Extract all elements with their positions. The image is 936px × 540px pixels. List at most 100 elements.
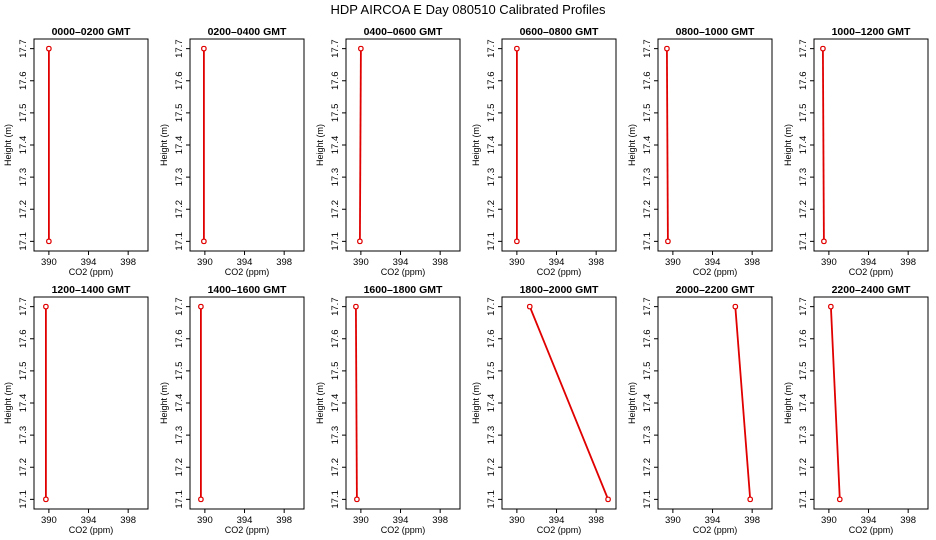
profile-point bbox=[46, 45, 52, 52]
profile-line bbox=[528, 306, 609, 500]
plot-frame bbox=[189, 38, 305, 252]
y-tick-label: 17.1 bbox=[486, 232, 497, 251]
plot-frame bbox=[33, 38, 149, 252]
y-tick-label: 17.4 bbox=[486, 136, 497, 155]
y-tick-label: 17.7 bbox=[18, 39, 29, 58]
profile-point bbox=[747, 496, 753, 503]
y-tick-label: 17.4 bbox=[18, 136, 29, 155]
x-tick-label: 398 bbox=[900, 515, 916, 526]
profile-point bbox=[357, 238, 363, 245]
y-tick-label: 17.6 bbox=[798, 72, 809, 91]
y-axis-label: Height (m) bbox=[315, 382, 325, 424]
profile-panel: 1000–1200 GMT 390 394 398 17.1 17.2 17.3 17.4 17… bbox=[783, 26, 929, 277]
x-tick-label: 394 bbox=[549, 257, 565, 268]
x-tick-label: 390 bbox=[353, 257, 369, 268]
profile-panel: 1600–1800 GMT 390 394 398 17.1 17.2 17.3 17.4 17… bbox=[315, 284, 461, 535]
y-tick-label: 17.1 bbox=[330, 232, 341, 251]
profile-point bbox=[46, 238, 52, 245]
y-tick-label: 17.7 bbox=[642, 297, 653, 316]
x-axis-label: CO2 (ppm) bbox=[537, 525, 582, 535]
y-tick-label: 17.7 bbox=[330, 297, 341, 316]
profile-point bbox=[514, 238, 520, 245]
profile-panel: 1800–2000 GMT 390 394 398 17.1 17.2 17.3 17.4 17… bbox=[471, 284, 617, 535]
profile-point bbox=[605, 496, 611, 503]
x-axis-label: CO2 (ppm) bbox=[225, 525, 270, 535]
y-axis-label: Height (m) bbox=[783, 124, 793, 166]
x-axis-label: CO2 (ppm) bbox=[381, 267, 426, 277]
plot-frame bbox=[657, 296, 773, 510]
profile-point bbox=[828, 303, 834, 310]
profile-point bbox=[732, 303, 739, 310]
y-tick-label: 17.2 bbox=[486, 458, 497, 477]
y-tick-label: 17.3 bbox=[642, 426, 653, 445]
y-tick-label: 17.6 bbox=[18, 330, 29, 349]
y-tick-label: 17.4 bbox=[174, 394, 185, 413]
y-tick-label: 17.6 bbox=[174, 72, 185, 91]
x-tick-label: 394 bbox=[237, 515, 253, 526]
profile-panel: 0800–1000 GMT 390 394 398 17.1 17.2 17.3 17.4 17… bbox=[627, 26, 773, 277]
x-tick-label: 394 bbox=[549, 515, 565, 526]
x-tick-label: 390 bbox=[821, 257, 837, 268]
y-tick-label: 17.6 bbox=[18, 72, 29, 91]
profile-point bbox=[198, 496, 204, 503]
y-tick-label: 17.1 bbox=[174, 490, 185, 509]
x-tick-label: 394 bbox=[81, 515, 97, 526]
y-tick-label: 17.7 bbox=[330, 39, 341, 58]
x-tick-label: 390 bbox=[665, 257, 681, 268]
y-tick-label: 17.6 bbox=[642, 72, 653, 91]
x-tick-label: 398 bbox=[744, 515, 760, 526]
panel-title: 1200–1400 GMT bbox=[52, 284, 131, 296]
y-tick-label: 17.3 bbox=[18, 426, 29, 445]
x-tick-label: 398 bbox=[276, 515, 292, 526]
y-tick-label: 17.5 bbox=[18, 104, 29, 123]
x-axis-label: CO2 (ppm) bbox=[693, 525, 738, 535]
y-tick-label: 17.3 bbox=[330, 168, 341, 187]
y-tick-label: 17.5 bbox=[486, 104, 497, 123]
y-tick-label: 17.3 bbox=[174, 168, 185, 187]
profile-line bbox=[359, 48, 362, 242]
x-tick-label: 394 bbox=[861, 257, 877, 268]
y-tick-label: 17.6 bbox=[330, 330, 341, 349]
x-tick-label: 394 bbox=[393, 515, 409, 526]
y-tick-label: 17.5 bbox=[642, 362, 653, 381]
y-axis-label: Height (m) bbox=[471, 382, 481, 424]
y-tick-label: 17.3 bbox=[642, 168, 653, 187]
x-tick-label: 390 bbox=[665, 515, 681, 526]
x-axis-label: CO2 (ppm) bbox=[225, 267, 270, 277]
profile-panel: 0600–0800 GMT 390 394 398 17.1 17.2 17.3 17.4 17… bbox=[471, 26, 617, 277]
y-tick-label: 17.1 bbox=[174, 232, 185, 251]
y-tick-label: 17.6 bbox=[642, 330, 653, 349]
x-tick-label: 390 bbox=[41, 515, 57, 526]
profile-point bbox=[820, 45, 826, 52]
y-tick-label: 17.3 bbox=[798, 168, 809, 187]
x-tick-label: 394 bbox=[861, 515, 877, 526]
plot-frame bbox=[501, 38, 617, 252]
profile-point bbox=[836, 496, 843, 503]
profile-point bbox=[514, 45, 520, 52]
y-tick-label: 17.3 bbox=[174, 426, 185, 445]
panel-title: 2000–2200 GMT bbox=[676, 284, 755, 296]
y-tick-label: 17.4 bbox=[798, 394, 809, 413]
panel-title: 1600–1800 GMT bbox=[364, 284, 443, 296]
y-tick-label: 17.7 bbox=[18, 297, 29, 316]
profile-panel: 0000–0200 GMT 390 394 398 17.1 17.2 17.3 17.4 17… bbox=[3, 26, 149, 277]
y-tick-label: 17.2 bbox=[330, 200, 341, 219]
y-tick-label: 17.4 bbox=[642, 394, 653, 413]
y-tick-label: 17.4 bbox=[486, 394, 497, 413]
y-tick-label: 17.7 bbox=[174, 297, 185, 316]
x-tick-label: 390 bbox=[353, 515, 369, 526]
x-tick-label: 398 bbox=[588, 257, 604, 268]
x-tick-label: 394 bbox=[393, 257, 409, 268]
y-axis-label: Height (m) bbox=[315, 124, 325, 166]
y-tick-label: 17.1 bbox=[330, 490, 341, 509]
x-axis-label: CO2 (ppm) bbox=[849, 525, 894, 535]
x-axis-label: CO2 (ppm) bbox=[693, 267, 738, 277]
y-tick-label: 17.5 bbox=[330, 362, 341, 381]
y-tick-label: 17.6 bbox=[798, 330, 809, 349]
panel-title: 1000–1200 GMT bbox=[832, 26, 911, 38]
y-axis-label: Height (m) bbox=[783, 382, 793, 424]
y-tick-label: 17.3 bbox=[486, 168, 497, 187]
y-tick-label: 17.2 bbox=[798, 458, 809, 477]
plot-frame bbox=[657, 38, 773, 252]
x-tick-label: 394 bbox=[705, 257, 721, 268]
